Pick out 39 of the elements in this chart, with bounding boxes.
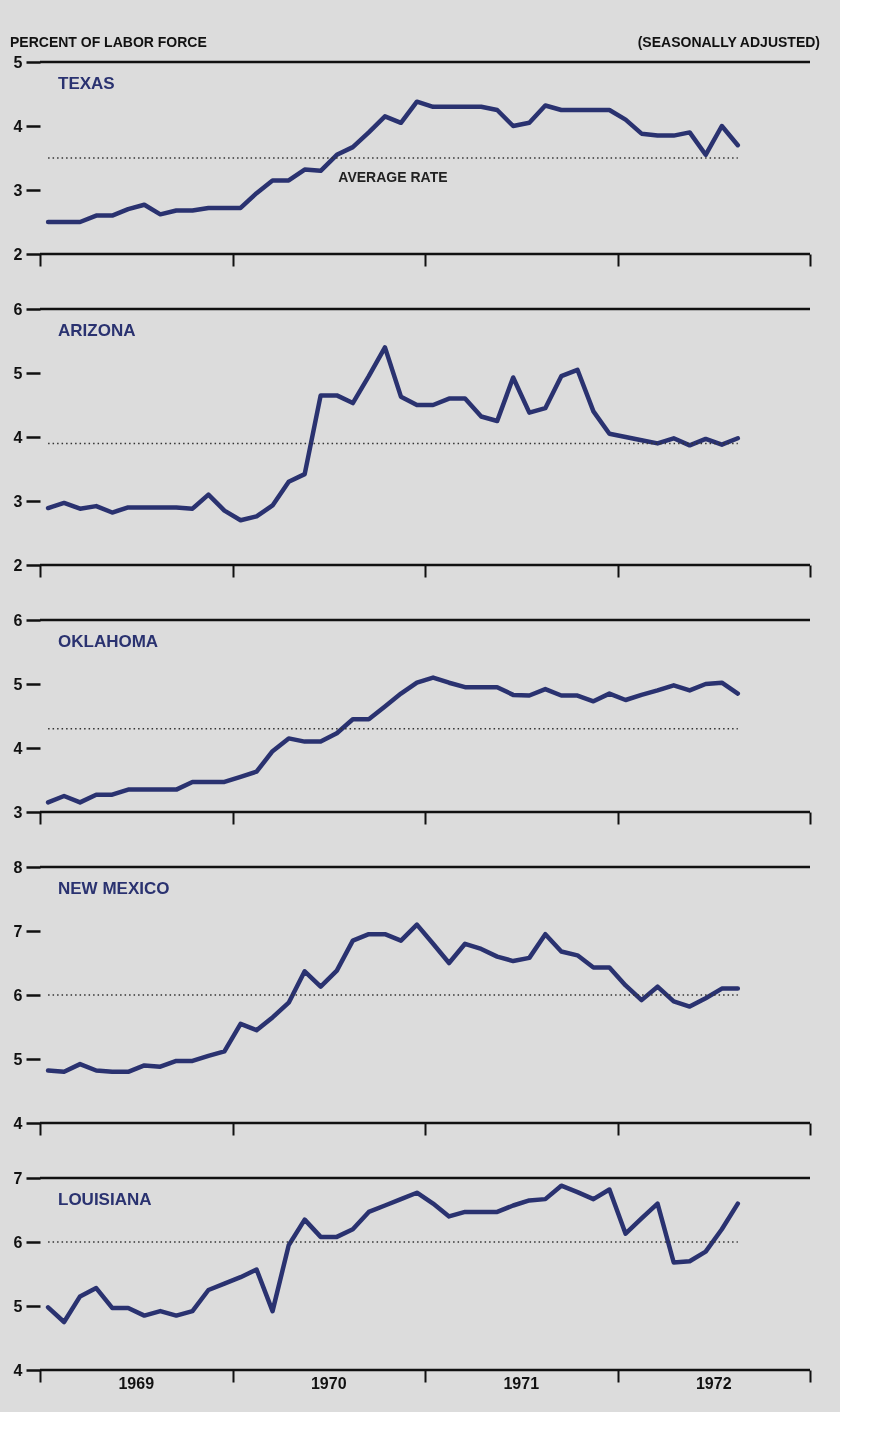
y-tick-label: 6 — [13, 300, 23, 318]
y-tick-label: 7 — [13, 1169, 23, 1187]
y-tick-label: 5 — [13, 1050, 23, 1068]
y-tick-label: 6 — [13, 611, 23, 629]
y-tick-label: 8 — [13, 858, 23, 876]
y-tick-label: 4 — [13, 1114, 23, 1132]
chart-subtitle: (SEASONALLY ADJUSTED) — [637, 34, 820, 50]
y-tick-label: 3 — [13, 803, 23, 821]
x-tick-label: 1970 — [310, 1375, 347, 1392]
y-tick-label: 6 — [13, 986, 23, 1004]
y-tick-label: 5 — [13, 675, 23, 693]
y-tick-label: 5 — [13, 1297, 23, 1315]
line-series — [45, 345, 741, 523]
y-tick-label: 2 — [13, 245, 23, 263]
line-series — [45, 1183, 741, 1325]
text: ARIZONA — [58, 321, 136, 340]
ref-line-label: AVERAGE RATE — [338, 169, 448, 185]
y-tick-label: 5 — [13, 364, 23, 382]
x-tick-label: 1969 — [118, 1375, 155, 1392]
line-series — [45, 675, 741, 805]
y-tick-label: 4 — [13, 117, 23, 135]
y-tick-label: 7 — [13, 922, 23, 940]
y-tick-label: 3 — [13, 181, 23, 199]
y-tick-label: 3 — [13, 492, 23, 510]
text: NEW MEXICO — [58, 879, 170, 898]
text: TEXAS — [58, 74, 115, 93]
y-tick-label: 6 — [13, 1233, 23, 1251]
y-tick-label: 4 — [13, 428, 23, 446]
text: OKLAHOMA — [58, 632, 159, 651]
x-tick-label: 1971 — [503, 1375, 540, 1392]
x-tick-label: 1972 — [695, 1375, 732, 1392]
line-series — [45, 99, 741, 225]
y-axis-title: PERCENT OF LABOR FORCE — [10, 34, 207, 50]
y-tick-label: 4 — [13, 1361, 23, 1379]
line-series — [45, 922, 741, 1075]
text: LOUISIANA — [58, 1190, 152, 1209]
y-tick-label: 2 — [13, 556, 23, 574]
y-tick-label: 5 — [13, 53, 23, 71]
y-tick-label: 4 — [13, 739, 23, 757]
